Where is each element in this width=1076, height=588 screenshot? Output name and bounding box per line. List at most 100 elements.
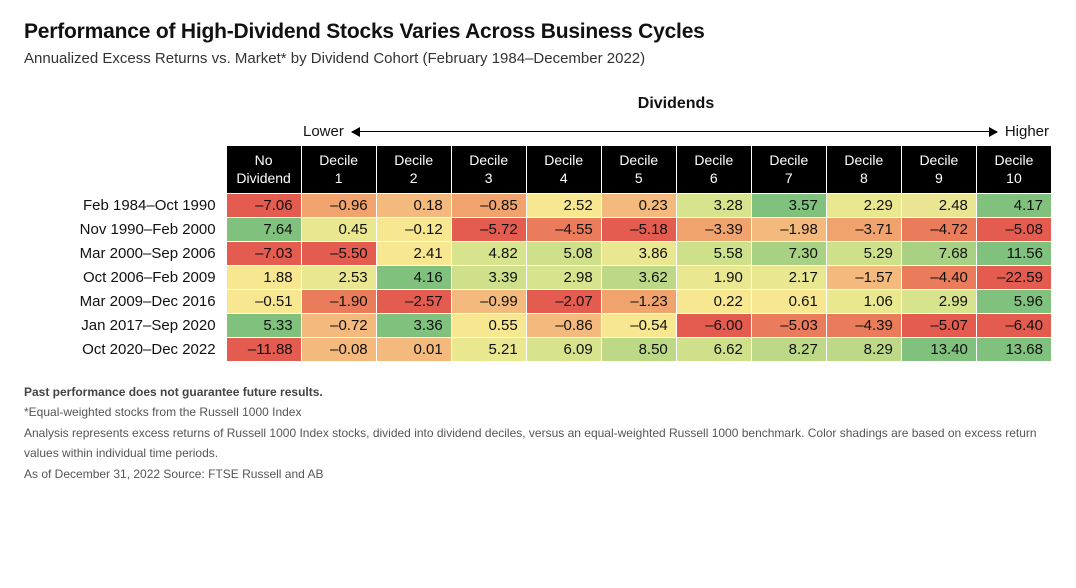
row-label: Feb 1984–Oct 1990 bbox=[24, 194, 226, 218]
chart-subtitle: Annualized Excess Returns vs. Market* by… bbox=[24, 50, 1052, 67]
heatmap-cell: 7.30 bbox=[751, 242, 826, 266]
column-header: Decile1 bbox=[301, 146, 376, 194]
column-header: Decile9 bbox=[901, 146, 976, 194]
heatmap-cell: 6.09 bbox=[526, 338, 601, 362]
footnote-source: As of December 31, 2022 Source: FTSE Rus… bbox=[24, 464, 1052, 484]
heatmap-cell: 2.17 bbox=[751, 266, 826, 290]
dividends-label: Dividends bbox=[638, 95, 714, 113]
heatmap-cell: 5.58 bbox=[676, 242, 751, 266]
heatmap-cell: 2.52 bbox=[526, 194, 601, 218]
heatmap-cell: –3.39 bbox=[676, 218, 751, 242]
heatmap-cell: 0.22 bbox=[676, 290, 751, 314]
heatmap-cell: –0.72 bbox=[301, 314, 376, 338]
footnote-disclaimer: Past performance does not guarantee futu… bbox=[24, 382, 1052, 402]
heatmap-cell: –6.40 bbox=[976, 314, 1051, 338]
column-header: Decile4 bbox=[526, 146, 601, 194]
heatmap-cell: –1.57 bbox=[826, 266, 901, 290]
heatmap-cell: –0.51 bbox=[226, 290, 301, 314]
row-label: Mar 2009–Dec 2016 bbox=[24, 290, 226, 314]
heatmap-cell: 3.57 bbox=[751, 194, 826, 218]
heatmap-cell: 0.45 bbox=[301, 218, 376, 242]
heatmap-cell: –5.72 bbox=[451, 218, 526, 242]
heatmap-cell: 7.64 bbox=[226, 218, 301, 242]
heatmap-cell: –1.98 bbox=[751, 218, 826, 242]
heatmap-cell: –11.88 bbox=[226, 338, 301, 362]
heatmap-cell: 13.40 bbox=[901, 338, 976, 362]
heatmap-cell: 7.68 bbox=[901, 242, 976, 266]
column-header: Decile3 bbox=[451, 146, 526, 194]
heatmap-cell: 1.88 bbox=[226, 266, 301, 290]
heatmap-cell: 8.27 bbox=[751, 338, 826, 362]
column-header: Decile10 bbox=[976, 146, 1051, 194]
arrow-line bbox=[352, 131, 997, 132]
heatmap-cell: 0.61 bbox=[751, 290, 826, 314]
heatmap-cell: –5.03 bbox=[751, 314, 826, 338]
row-label: Oct 2020–Dec 2022 bbox=[24, 338, 226, 362]
chart-title: Performance of High-Dividend Stocks Vari… bbox=[24, 20, 1052, 44]
column-header: Decile2 bbox=[376, 146, 451, 194]
heatmap-cell: 3.36 bbox=[376, 314, 451, 338]
footnote-asterisk: *Equal-weighted stocks from the Russell … bbox=[24, 402, 1052, 422]
arrow-left-label: Lower bbox=[301, 123, 346, 140]
heatmap-cell: 5.33 bbox=[226, 314, 301, 338]
column-header: Decile6 bbox=[676, 146, 751, 194]
heatmap-cell: –2.57 bbox=[376, 290, 451, 314]
column-header: Decile7 bbox=[751, 146, 826, 194]
heatmap-cell: 4.17 bbox=[976, 194, 1051, 218]
heatmap-cell: –0.86 bbox=[526, 314, 601, 338]
heatmap-cell: 0.23 bbox=[601, 194, 676, 218]
heatmap-cell: –5.18 bbox=[601, 218, 676, 242]
heatmap-cell: 0.55 bbox=[451, 314, 526, 338]
heatmap-cell: –0.85 bbox=[451, 194, 526, 218]
heatmap-cell: 1.90 bbox=[676, 266, 751, 290]
super-header: Dividends Lower Higher bbox=[24, 95, 1052, 145]
column-header: NoDividend bbox=[226, 146, 301, 194]
heatmap-cell: 4.82 bbox=[451, 242, 526, 266]
heatmap-cell: –1.90 bbox=[301, 290, 376, 314]
heatmap-cell: 11.56 bbox=[976, 242, 1051, 266]
heatmap-cell: –5.50 bbox=[301, 242, 376, 266]
footnote-analysis: Analysis represents excess returns of Ru… bbox=[24, 423, 1052, 464]
heatmap-cell: 5.96 bbox=[976, 290, 1051, 314]
heatmap-cell: –5.07 bbox=[901, 314, 976, 338]
heatmap-cell: 8.29 bbox=[826, 338, 901, 362]
heatmap-cell: 4.16 bbox=[376, 266, 451, 290]
heatmap-cell: –7.06 bbox=[226, 194, 301, 218]
heatmap-table-wrap: Dividends Lower Higher NoDividendDecile1… bbox=[24, 91, 1052, 362]
heatmap-cell: 2.53 bbox=[301, 266, 376, 290]
heatmap-cell: –0.99 bbox=[451, 290, 526, 314]
heatmap-cell: –7.03 bbox=[226, 242, 301, 266]
heatmap-cell: 8.50 bbox=[601, 338, 676, 362]
heatmap-cell: 3.86 bbox=[601, 242, 676, 266]
heatmap-cell: –0.08 bbox=[301, 338, 376, 362]
heatmap-cell: 3.28 bbox=[676, 194, 751, 218]
heatmap-cell: 2.48 bbox=[901, 194, 976, 218]
heatmap-cell: –22.59 bbox=[976, 266, 1051, 290]
heatmap-cell: –0.54 bbox=[601, 314, 676, 338]
heatmap-cell: –0.12 bbox=[376, 218, 451, 242]
heatmap-cell: 0.18 bbox=[376, 194, 451, 218]
column-header: Decile8 bbox=[826, 146, 901, 194]
heatmap-cell: 1.06 bbox=[826, 290, 901, 314]
heatmap-cell: 2.29 bbox=[826, 194, 901, 218]
column-header: Decile5 bbox=[601, 146, 676, 194]
heatmap-cell: 0.01 bbox=[376, 338, 451, 362]
heatmap-cell: –0.96 bbox=[301, 194, 376, 218]
heatmap-cell: 6.62 bbox=[676, 338, 751, 362]
heatmap-cell: –4.72 bbox=[901, 218, 976, 242]
heatmap-cell: –2.07 bbox=[526, 290, 601, 314]
heatmap-cell: –3.71 bbox=[826, 218, 901, 242]
heatmap-cell: 2.41 bbox=[376, 242, 451, 266]
heatmap-cell: 2.99 bbox=[901, 290, 976, 314]
heatmap-cell: 3.39 bbox=[451, 266, 526, 290]
heatmap-cell: –5.08 bbox=[976, 218, 1051, 242]
row-label: Mar 2000–Sep 2006 bbox=[24, 242, 226, 266]
arrow-right-label: Higher bbox=[1003, 123, 1051, 140]
heatmap-cell: 5.08 bbox=[526, 242, 601, 266]
footnotes: Past performance does not guarantee futu… bbox=[24, 382, 1052, 484]
heatmap-cell: –4.39 bbox=[826, 314, 901, 338]
heatmap-cell: –4.40 bbox=[901, 266, 976, 290]
heatmap-cell: –1.23 bbox=[601, 290, 676, 314]
heatmap-cell: 5.29 bbox=[826, 242, 901, 266]
heatmap-cell: 5.21 bbox=[451, 338, 526, 362]
